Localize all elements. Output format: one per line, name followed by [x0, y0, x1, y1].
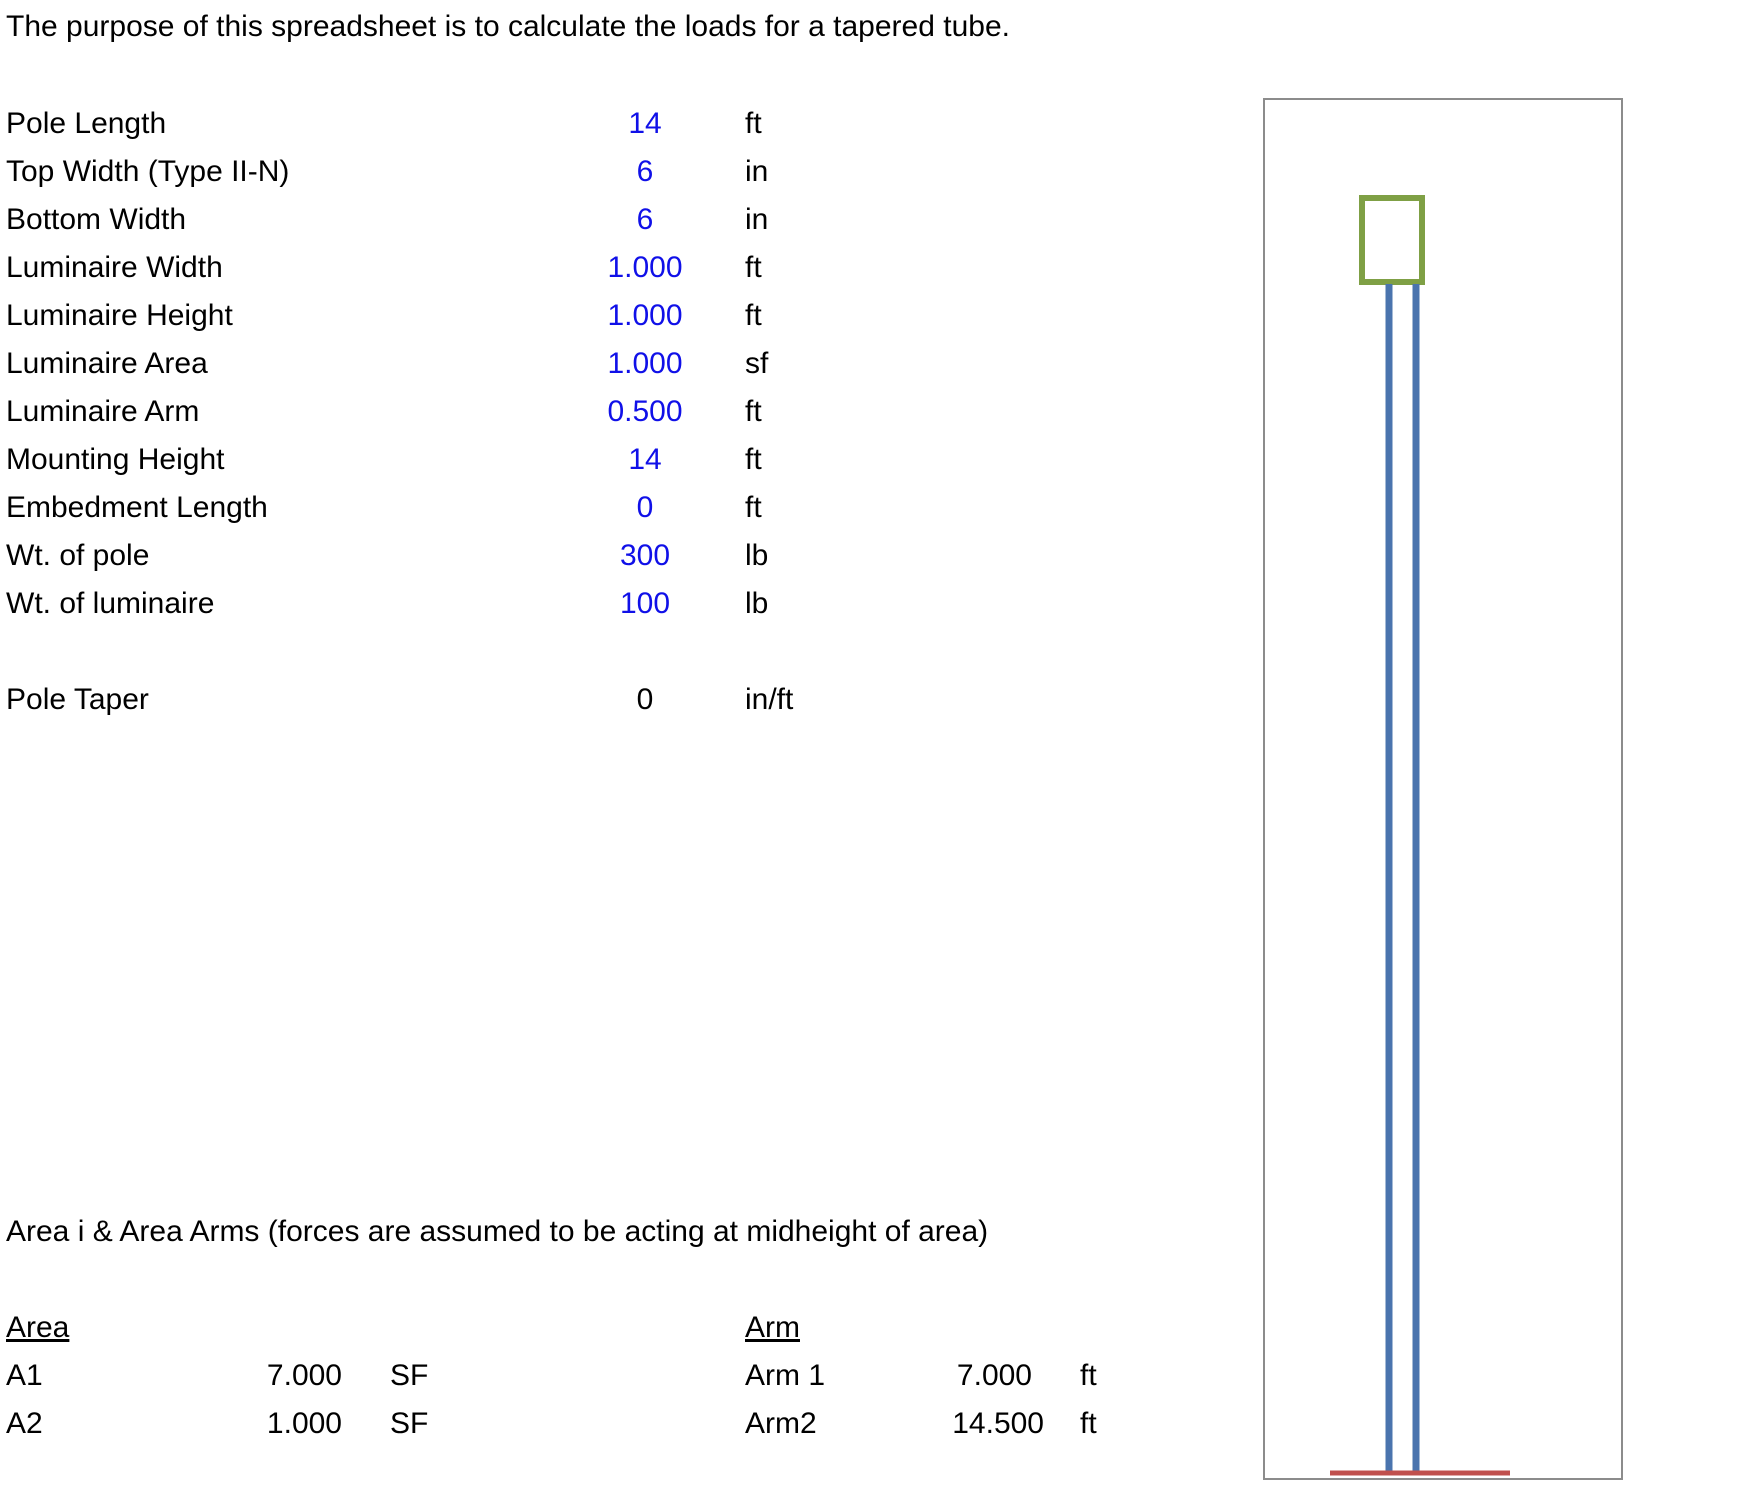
label-luminaire-area: Luminaire Area: [6, 347, 208, 380]
unit-embedment-length: ft: [745, 491, 762, 524]
unit-luminaire-area: sf: [745, 347, 769, 380]
arm-label-1: Arm 1: [745, 1359, 826, 1392]
unit-pole-taper: in/ft: [745, 683, 794, 716]
label-mounting-height: Mounting Height: [6, 443, 225, 476]
value-luminaire-arm[interactable]: 0.500: [607, 395, 683, 428]
unit-mounting-height: ft: [745, 443, 762, 476]
arm-header: Arm: [745, 1311, 800, 1344]
value-wt-pole[interactable]: 300: [619, 539, 671, 572]
unit-luminaire-width: ft: [745, 251, 762, 284]
value-bottom-width[interactable]: 6: [636, 203, 654, 236]
value-top-width[interactable]: 6: [636, 155, 654, 188]
area-value-a2: 1.000: [266, 1407, 342, 1440]
area-header: Area: [6, 1311, 70, 1344]
value-pole-length[interactable]: 14: [628, 107, 662, 140]
area-label-a1: A1: [6, 1359, 43, 1392]
label-top-width: Top Width (Type II-N): [6, 155, 290, 188]
label-luminaire-height: Luminaire Height: [6, 299, 233, 332]
areas-heading: Area i & Area Arms (forces are assumed t…: [6, 1215, 989, 1248]
label-embedment-length: Embedment Length: [6, 491, 268, 524]
value-luminaire-area[interactable]: 1.000: [607, 347, 683, 380]
value-embedment-length[interactable]: 0: [636, 491, 654, 524]
value-mounting-height[interactable]: 14: [628, 443, 662, 476]
label-pole-taper: Pole Taper: [6, 683, 149, 716]
arm-label-2: Arm2: [745, 1407, 817, 1440]
value-wt-luminaire[interactable]: 100: [619, 587, 671, 620]
unit-wt-luminaire: lb: [745, 587, 769, 620]
value-pole-taper: 0: [636, 683, 654, 716]
value-luminaire-width[interactable]: 1.000: [607, 251, 683, 284]
unit-pole-length: ft: [745, 107, 762, 140]
label-luminaire-width: Luminaire Width: [6, 251, 223, 284]
arm-value-2: 14.500: [952, 1407, 1044, 1440]
intro-text: The purpose of this spreadsheet is to ca…: [6, 10, 1010, 43]
label-wt-pole: Wt. of pole: [6, 539, 150, 572]
label-luminaire-arm: Luminaire Arm: [6, 395, 200, 428]
arm-unit-1: ft: [1080, 1359, 1097, 1392]
area-value-a1: 7.000: [266, 1359, 342, 1392]
unit-bottom-width: in: [745, 203, 769, 236]
arm-unit-2: ft: [1080, 1407, 1097, 1440]
area-unit-a2: SF: [390, 1407, 429, 1440]
area-unit-a1: SF: [390, 1359, 429, 1392]
label-pole-length: Pole Length: [6, 107, 167, 140]
area-label-a2: A2: [6, 1407, 43, 1440]
value-luminaire-height[interactable]: 1.000: [607, 299, 683, 332]
unit-wt-pole: lb: [745, 539, 769, 572]
luminaire-shape: [1359, 195, 1425, 285]
label-bottom-width: Bottom Width: [6, 203, 187, 236]
arm-value-1: 7.000: [956, 1359, 1032, 1392]
unit-top-width: in: [745, 155, 769, 188]
unit-luminaire-height: ft: [745, 299, 762, 332]
label-wt-luminaire: Wt. of luminaire: [6, 587, 215, 620]
unit-luminaire-arm: ft: [745, 395, 762, 428]
pole-diagram[interactable]: [1263, 98, 1623, 1480]
